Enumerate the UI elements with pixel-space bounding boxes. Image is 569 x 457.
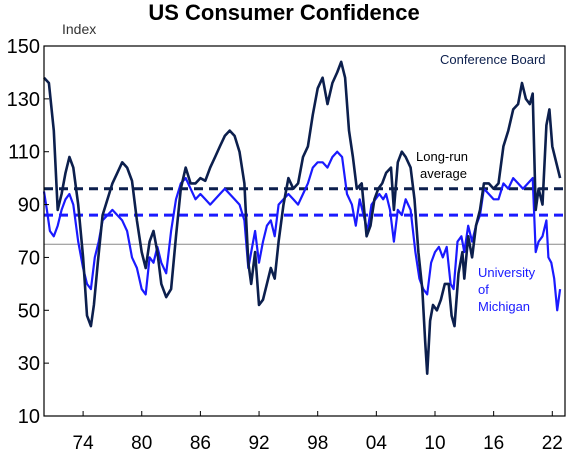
y-tick-label: 30	[18, 353, 40, 375]
series-line-conference-board	[43, 60, 562, 375]
x-tick-label: 86	[190, 433, 211, 454]
y-tick-label: 10	[18, 406, 40, 428]
reference-lines	[44, 187, 565, 245]
y-tick-label: 50	[18, 300, 40, 322]
annotation-michigan-line3: Michigan	[478, 299, 530, 314]
x-tick-label: 74	[73, 433, 95, 454]
x-tick-label: 22	[542, 433, 563, 454]
y-tick-label: 150	[7, 36, 40, 58]
x-tick-label: 16	[483, 433, 504, 454]
y-tick-label: 90	[18, 195, 40, 217]
x-tick-label: 92	[248, 433, 269, 454]
x-tick-label: 98	[307, 433, 328, 454]
x-tick-label: 04	[366, 433, 388, 454]
chart-title: US Consumer Confidence	[148, 0, 419, 25]
x-axis: 74 80 86 92 98 04 10 16 22	[73, 411, 563, 454]
series-layer	[42, 60, 562, 375]
annotation-long-run-line1: Long-run	[416, 149, 468, 164]
annotation-long-run-line2: average	[420, 166, 467, 181]
y-axis-label: Index	[62, 21, 96, 37]
x-tick-label: 10	[424, 433, 445, 454]
x-tick-label: 80	[131, 433, 152, 454]
y-axis: 10 30 50 70 90 110 130 150	[7, 36, 49, 428]
plot-frame	[43, 45, 566, 417]
annotation-conference-board: Conference Board	[440, 52, 546, 67]
annotation-michigan-line2: of	[478, 282, 489, 297]
annotation-michigan-line1: University	[478, 265, 536, 280]
y-tick-label: 130	[7, 89, 40, 111]
y-tick-label: 70	[18, 247, 40, 269]
y-tick-label: 110	[8, 142, 40, 164]
